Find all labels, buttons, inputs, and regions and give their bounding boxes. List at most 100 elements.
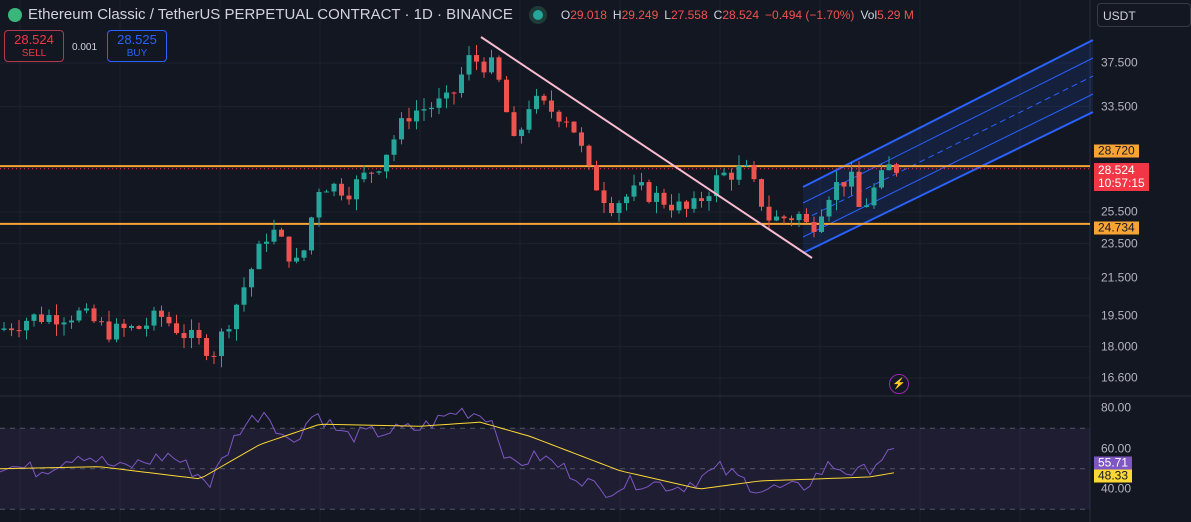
candle-body bbox=[706, 196, 712, 201]
candle-body bbox=[249, 269, 254, 288]
buy-button[interactable]: 28.525 BUY bbox=[107, 30, 167, 62]
candle-body bbox=[496, 57, 502, 80]
last-price-tag: 28.524 10:57:15 bbox=[1094, 163, 1149, 191]
candle-body bbox=[286, 236, 292, 262]
candle-body bbox=[481, 61, 487, 73]
candle-body bbox=[429, 107, 434, 110]
candle-body bbox=[189, 329, 194, 339]
price-axis-label: 25.500 bbox=[1101, 204, 1138, 219]
candle-body bbox=[541, 95, 547, 101]
candle-body bbox=[549, 100, 554, 112]
candle-body bbox=[61, 322, 67, 325]
candle-body bbox=[369, 172, 374, 174]
candle-body bbox=[466, 55, 472, 75]
ohlc-item: Vol5.29 M bbox=[860, 7, 914, 22]
candle-body bbox=[534, 95, 539, 110]
buy-price: 28.525 bbox=[117, 32, 157, 47]
candle-body bbox=[324, 191, 329, 193]
candle-body bbox=[301, 250, 307, 258]
candle-body bbox=[54, 315, 59, 325]
candle-body bbox=[219, 331, 224, 357]
last-price: 28.524 bbox=[1098, 163, 1135, 177]
candle-body bbox=[871, 187, 877, 206]
candle-body bbox=[579, 132, 584, 146]
sell-button[interactable]: 28.524 SELL bbox=[4, 30, 64, 62]
candle-body bbox=[601, 190, 607, 204]
ohlc-item: L27.558 bbox=[664, 7, 708, 22]
symbol-header: Ethereum Classic / TetherUS PERPETUAL CO… bbox=[8, 6, 914, 23]
ohlc-values: O29.018 H29.249 L27.558 C28.524 −0.494 (−1.7… bbox=[561, 8, 914, 22]
candle-body bbox=[391, 139, 397, 155]
candle-body bbox=[46, 315, 52, 322]
candle-body bbox=[39, 314, 44, 322]
candle-body bbox=[751, 164, 757, 180]
candle-body bbox=[819, 216, 824, 232]
candle-body bbox=[759, 179, 764, 207]
price-axis-label: 19.500 bbox=[1101, 308, 1138, 323]
price-axis-label: 37.500 bbox=[1101, 55, 1138, 70]
candle-body bbox=[519, 129, 524, 136]
candle-body bbox=[31, 314, 37, 321]
candle-body bbox=[361, 172, 367, 180]
candle-body bbox=[894, 164, 899, 173]
candle-body bbox=[586, 145, 592, 166]
candle-body bbox=[796, 213, 802, 221]
candle-body bbox=[99, 321, 104, 323]
channel-line bbox=[802, 75, 1094, 221]
candle-body bbox=[856, 171, 862, 207]
rsi-value-tag: 55.71 bbox=[1094, 456, 1133, 470]
symbol-title[interactable]: Ethereum Classic / TetherUS PERPETUAL CO… bbox=[28, 6, 513, 23]
candle-body bbox=[76, 310, 82, 321]
candle-body bbox=[241, 287, 247, 305]
candle-body bbox=[256, 243, 262, 270]
candle-body bbox=[69, 320, 74, 323]
candle-body bbox=[136, 326, 142, 329]
price-axis-label: 18.000 bbox=[1101, 339, 1138, 354]
resistance-level-tag: 28.720 bbox=[1094, 144, 1139, 158]
support-level-tag: 24.734 bbox=[1094, 221, 1139, 235]
trend-line bbox=[480, 36, 813, 259]
candle-body bbox=[526, 109, 532, 130]
sell-price: 28.524 bbox=[14, 32, 54, 47]
candle-body bbox=[294, 257, 299, 262]
candle-body bbox=[766, 206, 772, 221]
candle-body bbox=[339, 183, 344, 196]
ohlc-item: H29.249 bbox=[612, 7, 659, 22]
candle-body bbox=[309, 217, 314, 251]
candle-body bbox=[789, 218, 794, 221]
candle-body bbox=[714, 175, 719, 197]
candle-body bbox=[639, 182, 644, 186]
candle-body bbox=[511, 112, 517, 136]
candle-body bbox=[204, 337, 209, 356]
candle-body bbox=[16, 330, 22, 332]
candle-body bbox=[879, 170, 884, 188]
etc-logo-icon bbox=[8, 7, 22, 22]
price-axis-label: 23.500 bbox=[1101, 236, 1138, 251]
candle-body bbox=[736, 165, 742, 180]
candle-body bbox=[744, 164, 749, 166]
lightning-icon[interactable]: ⚡ bbox=[889, 374, 909, 394]
candle-body bbox=[174, 323, 179, 334]
candle-body bbox=[654, 192, 659, 202]
candle-body bbox=[781, 216, 787, 219]
candle-body bbox=[616, 203, 622, 214]
candle-body bbox=[354, 179, 359, 200]
candle-body bbox=[226, 329, 232, 332]
sell-label: SELL bbox=[21, 48, 47, 59]
market-status-icon bbox=[532, 9, 543, 20]
candle-body bbox=[571, 121, 577, 133]
rsi-ma-value-tag: 48.33 bbox=[1094, 469, 1133, 483]
candle-body bbox=[849, 171, 854, 187]
candle-body bbox=[886, 164, 892, 171]
candle-body bbox=[9, 328, 14, 331]
candle-body bbox=[264, 241, 269, 244]
candle-body bbox=[414, 110, 419, 122]
candle-body bbox=[144, 325, 149, 329]
candle-body bbox=[331, 183, 337, 192]
candle-body bbox=[556, 111, 562, 122]
ohlc-item: O29.018 bbox=[560, 7, 607, 22]
currency-selector[interactable]: USDT bbox=[1097, 3, 1191, 27]
candle-body bbox=[24, 320, 29, 331]
